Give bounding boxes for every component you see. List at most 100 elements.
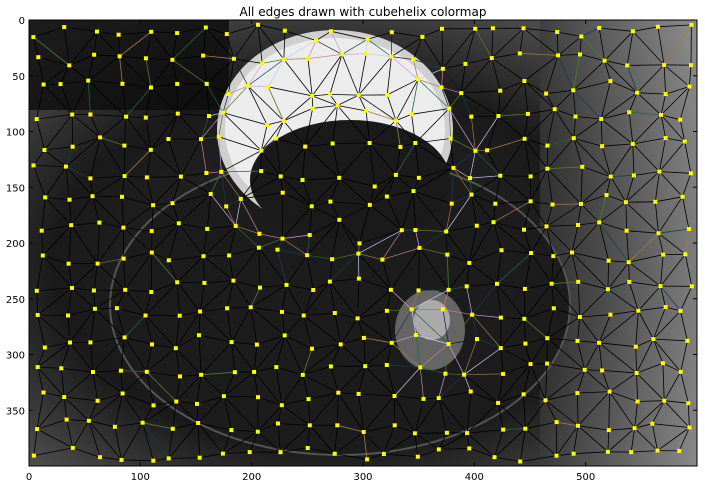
graph-edge — [120, 370, 123, 394]
graph-edge — [636, 92, 662, 116]
graph-edge — [142, 422, 154, 461]
graph-node — [257, 231, 262, 236]
graph-node — [599, 117, 604, 121]
graph-edge — [546, 203, 582, 227]
graph-edge — [491, 57, 525, 82]
graph-edge — [609, 372, 637, 392]
graph-node — [70, 285, 74, 290]
graph-edge — [363, 431, 385, 455]
edges-layer — [33, 24, 693, 462]
graph-edge — [258, 233, 260, 248]
graph-node — [274, 365, 279, 370]
graph-node — [443, 371, 448, 376]
graph-node — [498, 346, 503, 351]
graph-edge — [257, 431, 281, 453]
graph-edge — [524, 252, 532, 289]
graph-edge — [438, 432, 468, 450]
graph-node — [411, 189, 416, 194]
graph-edge — [168, 457, 200, 459]
graph-edge — [415, 138, 451, 144]
graph-edge — [151, 344, 176, 349]
graph-edge — [628, 254, 664, 263]
graph-edge — [119, 56, 152, 88]
graph-edge — [395, 120, 416, 144]
graph-edge — [448, 92, 462, 109]
graph-edge — [306, 234, 311, 256]
graph-node — [59, 366, 64, 371]
graph-edge — [313, 281, 331, 291]
graph-edge — [334, 453, 368, 460]
graph-edge — [680, 286, 693, 312]
graph-edge — [308, 392, 339, 400]
graph-edge — [446, 254, 449, 290]
graph-node — [365, 457, 370, 462]
graph-edge — [363, 395, 395, 433]
graph-node — [149, 250, 154, 255]
graph-edge — [235, 225, 260, 248]
graph-edge — [445, 231, 470, 264]
graph-edge — [68, 225, 72, 264]
graph-edge — [123, 204, 154, 228]
graph-edge — [207, 225, 236, 230]
graph-node — [394, 118, 398, 123]
graph-node — [259, 169, 264, 174]
graph-edge — [448, 338, 478, 345]
graph-edge — [176, 255, 204, 283]
y-tick-label: 50 — [12, 72, 25, 83]
graph-node — [436, 447, 441, 452]
graph-edge — [451, 194, 472, 204]
graph-edge — [281, 311, 304, 316]
graph-edge — [124, 252, 153, 291]
graph-edge — [36, 396, 65, 430]
graph-node — [575, 338, 580, 343]
graph-edge — [525, 421, 557, 430]
graph-edge — [146, 177, 154, 206]
graph-edge — [268, 86, 313, 97]
graph-edge — [97, 393, 123, 402]
graph-edge — [172, 59, 207, 85]
graph-node — [556, 53, 560, 58]
graph-edge — [573, 116, 576, 139]
graph-node — [119, 457, 124, 462]
graph-node — [436, 396, 441, 401]
graph-edge — [400, 142, 416, 148]
graph-edge — [153, 401, 177, 406]
graph-edge — [653, 338, 682, 373]
graph-edge — [679, 119, 686, 142]
graph-edge — [463, 347, 502, 375]
graph-edge — [657, 427, 690, 451]
graph-node — [42, 148, 47, 152]
graph-edge — [247, 85, 269, 88]
graph-node — [175, 31, 180, 36]
graph-edge — [259, 233, 283, 239]
graph-edge — [249, 431, 259, 453]
graph-edge — [87, 80, 127, 117]
graph-edge — [99, 456, 122, 461]
graph-node — [67, 197, 72, 202]
graph-node — [166, 258, 171, 263]
graph-node — [624, 228, 629, 233]
graph-node — [555, 30, 560, 34]
graph-node — [600, 368, 605, 373]
graph-edge — [386, 56, 392, 95]
graph-edge — [309, 206, 313, 236]
graph-edge — [334, 425, 338, 454]
graph-edge — [36, 428, 73, 449]
graph-edge — [663, 371, 682, 401]
graph-edge — [369, 204, 403, 231]
graph-edge — [413, 167, 454, 192]
graph-node — [552, 107, 557, 112]
graph-edge — [145, 57, 173, 61]
graph-node — [528, 362, 533, 367]
graph-edge — [500, 175, 531, 177]
graph-node — [663, 136, 668, 141]
graph-edge — [334, 312, 358, 319]
graph-node — [626, 260, 631, 265]
graph-node — [238, 196, 243, 201]
graph-edge — [491, 28, 494, 59]
graph-node — [310, 93, 315, 98]
graph-edge — [222, 429, 232, 454]
graph-edge — [580, 203, 600, 223]
graph-edge — [284, 335, 313, 350]
graph-edge — [386, 196, 403, 231]
